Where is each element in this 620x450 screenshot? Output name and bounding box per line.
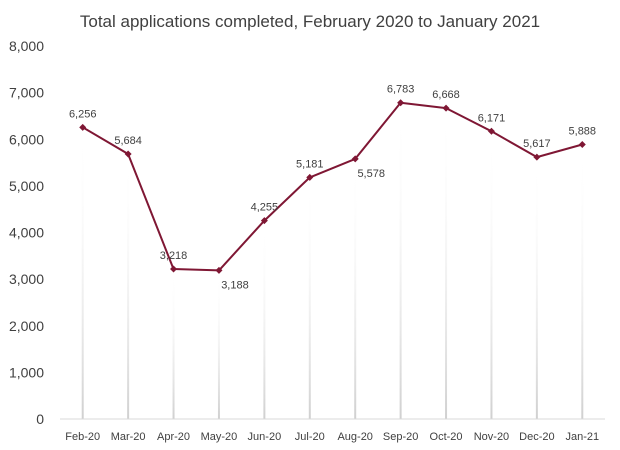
x-tick-label-1: Mar-20: [111, 431, 146, 443]
y-axis: 0 1,000 2,000 3,000 4,000 5,000 6,000 7,000 8,00…: [9, 38, 44, 427]
x-tick-label-8: Oct-20: [430, 431, 463, 443]
data-label-1: 5,684: [114, 135, 142, 147]
drop-line-3: [217, 270, 220, 419]
data-point-0: [79, 123, 87, 131]
x-tick-label-10: Dec-20: [519, 431, 554, 443]
chart-title: Total applications completed, February 2…: [80, 12, 540, 31]
y-tick-label-0: 0: [36, 411, 44, 427]
data-label-0: 6,256: [69, 108, 97, 120]
x-tick-label-2: Apr-20: [157, 431, 190, 443]
drop-line-11: [581, 144, 584, 420]
x-tick-label-9: Nov-20: [474, 431, 509, 443]
drop-line-6: [354, 158, 357, 419]
data-label-11: 5,888: [569, 125, 597, 137]
y-tick-label-4: 4,000: [9, 225, 44, 241]
data-label-2: 3,218: [160, 250, 188, 262]
drop-line-5: [308, 177, 311, 419]
data-label-4: 4,255: [251, 202, 279, 214]
x-tick-label-7: Sep-20: [383, 431, 418, 443]
drop-line-7: [399, 102, 402, 420]
x-tick-label-6: Aug-20: [337, 431, 372, 443]
data-point-4: [260, 217, 268, 225]
series-applications: [79, 99, 586, 274]
drop-line-9: [490, 131, 493, 419]
data-point-5: [306, 173, 314, 181]
y-tick-label-3: 3,000: [9, 271, 44, 287]
data-point-9: [487, 127, 495, 135]
data-point-11: [578, 140, 586, 148]
drop-line-2: [172, 268, 175, 419]
data-label-6: 5,578: [357, 168, 385, 180]
x-tick-label-11: Jan-21: [565, 431, 599, 443]
data-point-2: [170, 265, 178, 273]
drop-line-1: [127, 153, 130, 419]
data-label-7: 6,783: [387, 84, 415, 96]
data-label-5: 5,181: [296, 158, 324, 170]
data-point-1: [124, 150, 132, 158]
data-label-8: 6,668: [432, 89, 460, 101]
drop-line-4: [263, 220, 266, 419]
x-tick-label-5: Jul-20: [295, 431, 325, 443]
series-line: [82, 101, 583, 272]
drop-lines: [81, 102, 584, 420]
data-point-6: [351, 155, 359, 163]
y-tick-label-7: 7,000: [9, 85, 44, 101]
x-axis: Feb-20 Mar-20 Apr-20 May-20 Jun-20 Jul-20 Aug-…: [65, 431, 599, 443]
data-point-3: [215, 266, 223, 274]
drop-line-10: [535, 157, 538, 420]
data-labels: 6,256 5,684 3,218 3,188 4,255 5,181 5,578 6,783…: [69, 84, 596, 292]
data-point-7: [397, 99, 405, 107]
data-label-10: 5,617: [523, 138, 551, 150]
data-point-8: [442, 104, 450, 112]
drop-line-0: [81, 127, 84, 420]
x-tick-label-4: Jun-20: [248, 431, 282, 443]
data-label-9: 6,171: [478, 112, 506, 124]
y-tick-label-5: 5,000: [9, 178, 44, 194]
x-tick-label-0: Feb-20: [65, 431, 100, 443]
y-tick-label-1: 1,000: [9, 364, 44, 380]
x-tick-label-3: May-20: [201, 431, 238, 443]
y-tick-label-8: 8,000: [9, 38, 44, 54]
drop-line-8: [445, 108, 448, 420]
y-tick-label-6: 6,000: [9, 131, 44, 147]
y-tick-label-2: 2,000: [9, 318, 44, 334]
data-point-10: [533, 153, 541, 161]
data-label-3: 3,188: [221, 279, 249, 291]
